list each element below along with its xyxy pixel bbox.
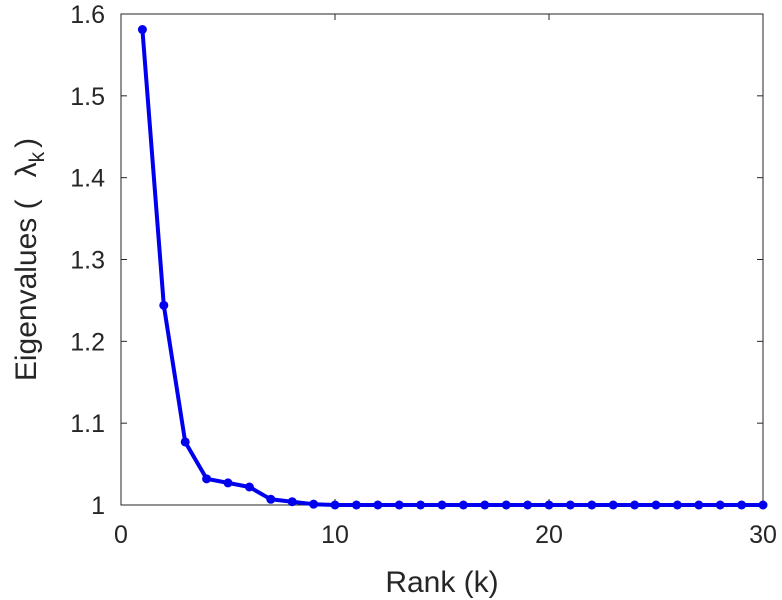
y-tick-label: 1.1 (70, 410, 105, 438)
data-point (416, 500, 426, 510)
data-point (758, 500, 768, 510)
axes-box (120, 13, 764, 506)
y-tick-label: 1.2 (70, 328, 105, 356)
data-point (351, 500, 361, 510)
y-axis-label-close: ) (10, 138, 43, 148)
data-point (672, 500, 682, 510)
data-point (202, 474, 212, 484)
data-point (180, 437, 190, 447)
data-point (523, 500, 533, 510)
data-point (630, 500, 640, 510)
data-point (501, 500, 511, 510)
y-tick-label: 1.3 (70, 247, 105, 275)
y-tick-label: 1.4 (70, 165, 105, 193)
x-tick-label: 0 (114, 521, 128, 549)
y-ticks: 1 1.1 1.2 1.3 1.4 1.5 1.6 (70, 1, 763, 520)
data-point (437, 500, 447, 510)
y-axis-label: Eigenvalues ( λk) (10, 138, 49, 381)
data-point (737, 500, 747, 510)
data-point (544, 500, 554, 510)
series-line (140, 29, 763, 507)
data-point (651, 500, 661, 510)
x-axis-label: Rank (k) (385, 566, 498, 599)
data-point (458, 500, 468, 510)
data-point (287, 497, 297, 507)
data-point (565, 500, 575, 510)
data-point (480, 500, 490, 510)
data-point (587, 500, 597, 510)
data-point (330, 500, 340, 510)
y-tick-label: 1.5 (70, 83, 105, 111)
data-point (394, 500, 404, 510)
data-point (694, 500, 704, 510)
x-tick-label: 20 (535, 521, 563, 549)
data-point (373, 500, 383, 510)
plot-area (120, 13, 764, 506)
y-axis-label-text: Eigenvalues ( (10, 199, 43, 381)
y-tick-label: 1 (91, 492, 105, 520)
y-axis-label-subscript: k (26, 151, 49, 162)
data-point (223, 478, 233, 488)
x-tick-label: 10 (321, 521, 349, 549)
x-ticks: 0 10 20 30 (114, 14, 777, 549)
data-point (715, 500, 725, 510)
data-point (159, 300, 169, 310)
data-point (266, 494, 276, 504)
y-axis-label-symbol: λ (10, 162, 43, 177)
y-tick-label: 1.6 (70, 1, 105, 29)
data-point (244, 482, 254, 492)
x-tick-label: 30 (749, 521, 777, 549)
series-layer (137, 25, 768, 510)
data-point (608, 500, 618, 510)
data-point (137, 25, 147, 35)
data-point (309, 499, 319, 509)
